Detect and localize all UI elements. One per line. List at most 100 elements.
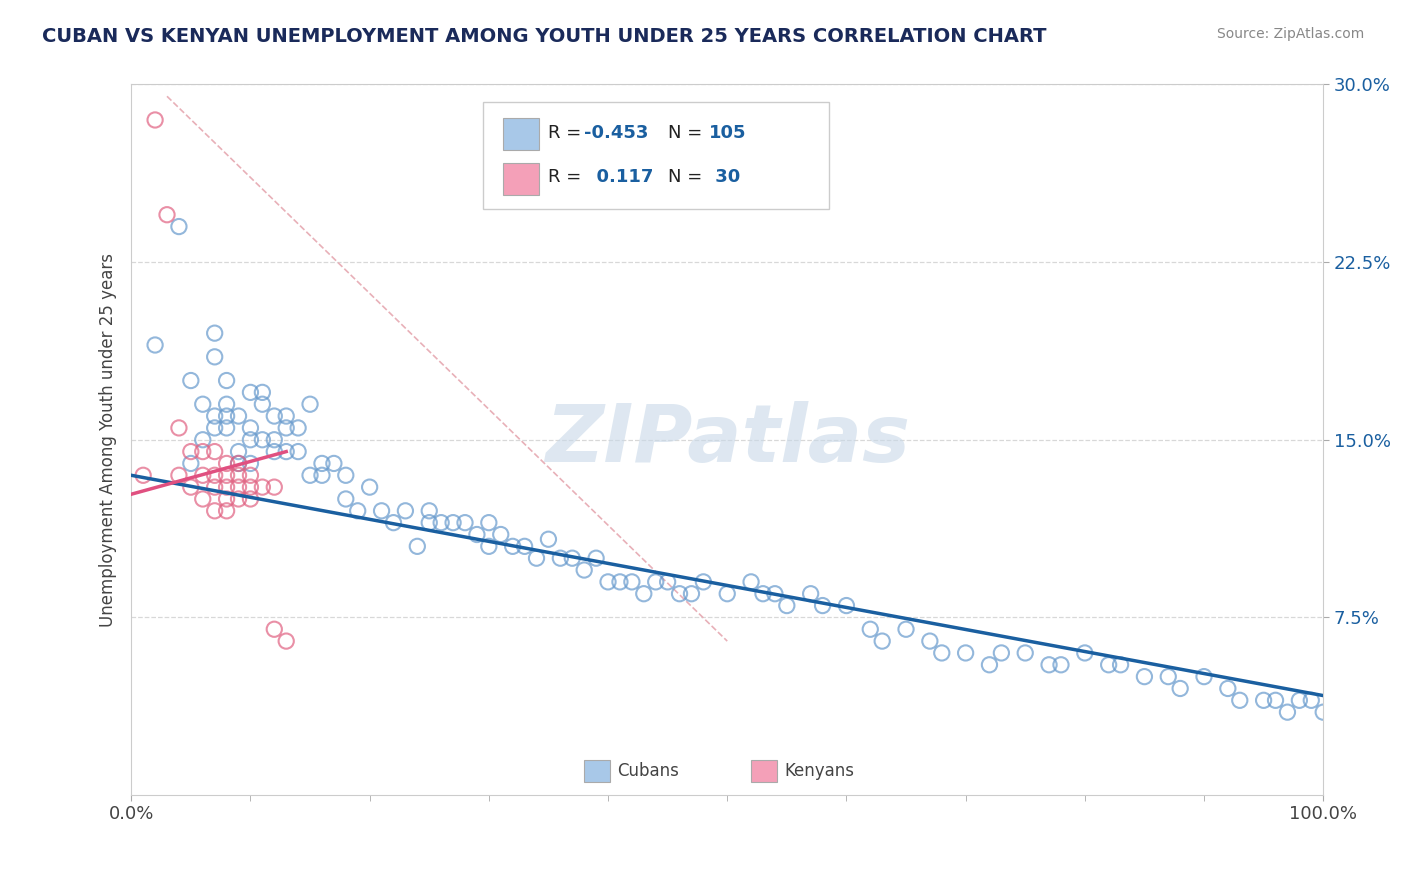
Text: 0.117: 0.117: [585, 168, 654, 186]
Point: [1133, 670, 1156, 684]
Point: [263, 622, 285, 636]
Point: [228, 457, 250, 471]
Point: [180, 480, 202, 494]
Point: [346, 504, 368, 518]
Point: [276, 421, 298, 435]
Point: [311, 468, 333, 483]
Point: [204, 326, 226, 340]
Point: [204, 480, 226, 494]
Point: [299, 468, 322, 483]
Point: [228, 491, 250, 506]
Point: [252, 433, 274, 447]
Point: [526, 551, 548, 566]
Point: [441, 516, 464, 530]
Point: [191, 433, 214, 447]
Point: [382, 516, 405, 530]
Point: [239, 491, 262, 506]
Point: [252, 397, 274, 411]
Point: [513, 539, 536, 553]
Point: [585, 551, 607, 566]
Point: [489, 527, 512, 541]
Point: [276, 634, 298, 648]
Point: [263, 409, 285, 423]
Point: [537, 533, 560, 547]
Point: [156, 208, 179, 222]
Point: [465, 527, 488, 541]
Point: [167, 219, 190, 234]
FancyBboxPatch shape: [751, 759, 778, 782]
Point: [1192, 670, 1215, 684]
Point: [335, 491, 357, 506]
Point: [561, 551, 583, 566]
Text: -0.453: -0.453: [585, 124, 648, 142]
Point: [167, 468, 190, 483]
Point: [1038, 657, 1060, 672]
Point: [752, 587, 775, 601]
Point: [215, 468, 238, 483]
Point: [870, 634, 893, 648]
Text: 105: 105: [710, 124, 747, 142]
Point: [228, 468, 250, 483]
Point: [299, 397, 322, 411]
Point: [239, 480, 262, 494]
Point: [191, 444, 214, 458]
Point: [204, 444, 226, 458]
Point: [990, 646, 1012, 660]
Point: [502, 539, 524, 553]
Point: [835, 599, 858, 613]
Point: [1253, 693, 1275, 707]
Point: [215, 421, 238, 435]
Text: ZIPatlas: ZIPatlas: [544, 401, 910, 479]
Point: [609, 574, 631, 589]
Point: [406, 539, 429, 553]
Point: [1288, 693, 1310, 707]
Point: [800, 587, 823, 601]
Point: [228, 409, 250, 423]
Point: [979, 657, 1001, 672]
Point: [1109, 657, 1132, 672]
Point: [239, 468, 262, 483]
Point: [167, 421, 190, 435]
Point: [311, 457, 333, 471]
Point: [370, 504, 392, 518]
Point: [692, 574, 714, 589]
Point: [931, 646, 953, 660]
Text: Source: ZipAtlas.com: Source: ZipAtlas.com: [1216, 27, 1364, 41]
Point: [1050, 657, 1073, 672]
Point: [359, 480, 381, 494]
Point: [215, 457, 238, 471]
Text: N =: N =: [668, 168, 707, 186]
Point: [180, 374, 202, 388]
Point: [478, 516, 501, 530]
Point: [180, 457, 202, 471]
Point: [1216, 681, 1239, 696]
Y-axis label: Unemployment Among Youth under 25 years: Unemployment Among Youth under 25 years: [100, 252, 117, 627]
Point: [204, 421, 226, 435]
Point: [180, 444, 202, 458]
Point: [215, 480, 238, 494]
Point: [132, 468, 155, 483]
Point: [276, 409, 298, 423]
Text: R =: R =: [548, 168, 588, 186]
Text: R =: R =: [548, 124, 588, 142]
Point: [681, 587, 703, 601]
Point: [287, 444, 309, 458]
Text: 30: 30: [710, 168, 741, 186]
Point: [191, 397, 214, 411]
Point: [191, 468, 214, 483]
Text: Kenyans: Kenyans: [785, 762, 855, 780]
Point: [811, 599, 834, 613]
Point: [1229, 693, 1251, 707]
Point: [644, 574, 666, 589]
Point: [1098, 657, 1121, 672]
Point: [478, 539, 501, 553]
Point: [1157, 670, 1180, 684]
Point: [776, 599, 799, 613]
Point: [763, 587, 786, 601]
Point: [740, 574, 762, 589]
Point: [394, 504, 416, 518]
Point: [215, 409, 238, 423]
Point: [228, 444, 250, 458]
Point: [191, 491, 214, 506]
Point: [418, 516, 440, 530]
